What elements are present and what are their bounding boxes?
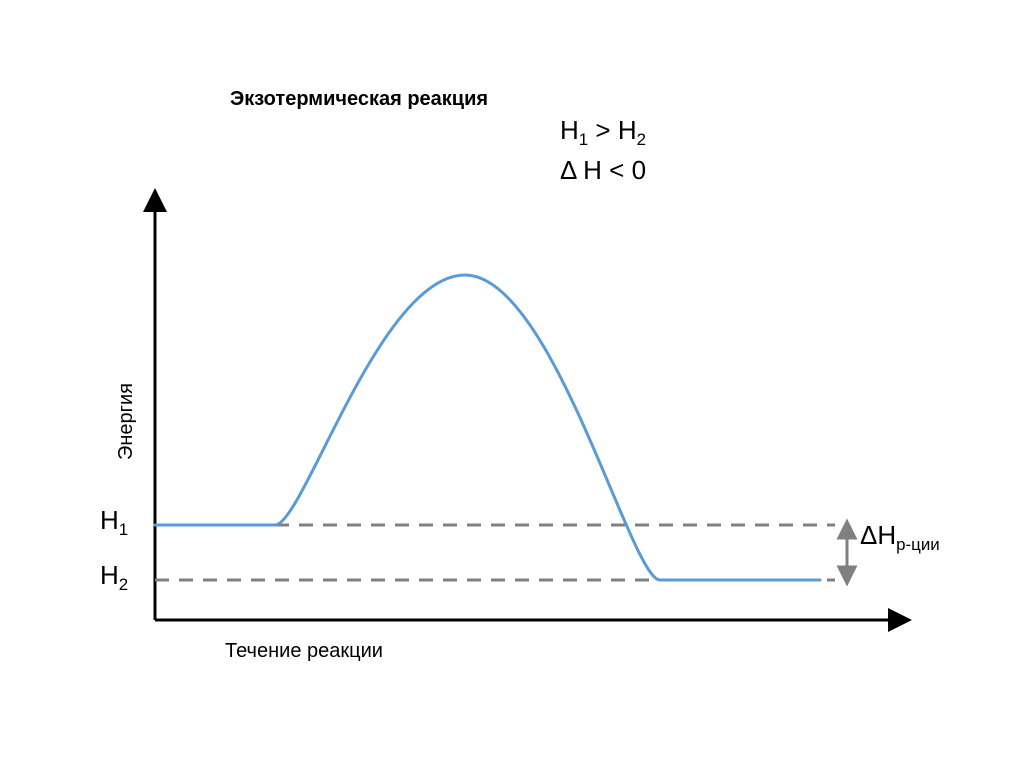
x-axis-label: Течение реакции: [225, 640, 383, 663]
diagram-title: Экзотермическая реакция: [230, 88, 488, 111]
h2-label: H2: [100, 560, 128, 595]
delta-h-reaction-label: ΔHр-ции: [860, 520, 940, 555]
plot-svg: [0, 0, 1024, 767]
formula-h1-gt-h2: H1 > H2: [560, 115, 646, 150]
y-axis-label: Энергия: [115, 383, 138, 460]
diagram-canvas: Экзотермическая реакция H1 > H2 Δ H < 0 …: [0, 0, 1024, 767]
h1-label: H1: [100, 505, 128, 540]
formula-delta-h-lt-0: Δ H < 0: [560, 155, 646, 186]
energy-curve: [155, 275, 820, 580]
